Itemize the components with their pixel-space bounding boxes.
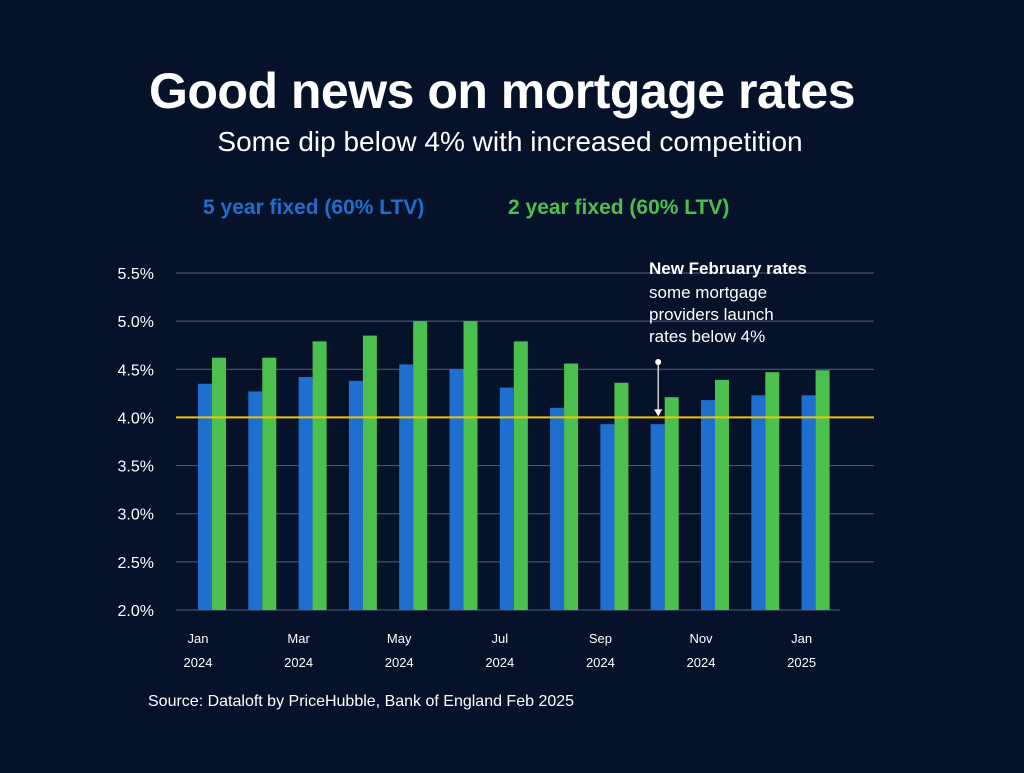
- bar-2-year-fixed: [513, 341, 528, 610]
- bar-5-year-fixed: [399, 364, 414, 610]
- y-tick-label: 2.5%: [118, 555, 154, 572]
- bar-5-year-fixed: [751, 395, 766, 610]
- bar-5-year-fixed: [499, 387, 514, 610]
- y-tick-label: 5.0%: [118, 314, 154, 331]
- bar-5-year-fixed: [550, 407, 565, 610]
- bar-5-year-fixed: [198, 383, 212, 610]
- bar-2-year-fixed: [312, 341, 327, 610]
- legend-entry-2-year-fixed: 2 year fixed (60% LTV): [508, 196, 730, 219]
- y-tick-label: 4.5%: [118, 362, 154, 379]
- x-tick-label-month: Sep: [589, 631, 612, 646]
- x-tick-label-month: Nov: [689, 631, 713, 646]
- bar-2-year-fixed: [664, 397, 679, 610]
- y-tick-label: 3.0%: [118, 507, 154, 524]
- bar-5-year-fixed: [600, 424, 615, 610]
- bar-2-year-fixed: [212, 357, 226, 610]
- bar-2-year-fixed: [564, 363, 579, 610]
- y-tick-label: 2.0%: [118, 603, 154, 620]
- x-tick-label-year: 2025: [787, 655, 816, 670]
- x-tick-label-year: 2024: [284, 655, 313, 670]
- bar-2-year-fixed: [413, 321, 428, 610]
- x-tick-label-year: 2024: [687, 655, 716, 670]
- annotation-line: rates below 4%: [649, 327, 765, 346]
- bar-5-year-fixed: [298, 376, 313, 610]
- x-tick-label-year: 2024: [586, 655, 615, 670]
- annotation-arrowhead: [654, 409, 663, 417]
- annotation-line: providers launch: [649, 305, 774, 324]
- x-tick-label-month: Jan: [791, 631, 812, 646]
- x-tick-label-year: 2024: [184, 655, 213, 670]
- y-tick-label: 3.5%: [118, 459, 154, 476]
- bar-5-year-fixed: [348, 380, 363, 610]
- x-tick-label-month: May: [387, 631, 412, 646]
- bar-5-year-fixed: [701, 400, 715, 610]
- annotation-line: some mortgage: [649, 283, 767, 302]
- bar-5-year-fixed: [449, 369, 464, 610]
- chart-subtitle: Some dip below 4% with increased competi…: [217, 126, 803, 157]
- annotation-title: New February rates: [649, 259, 807, 278]
- y-tick-label: 4.0%: [118, 410, 154, 427]
- legend-entry-5-year-fixed: 5 year fixed (60% LTV): [203, 196, 425, 219]
- bar-2-year-fixed: [715, 379, 729, 610]
- bar-2-year-fixed: [463, 321, 478, 610]
- bar-2-year-fixed: [262, 357, 277, 610]
- chart-title: Good news on mortgage rates: [148, 63, 856, 119]
- bar-2-year-fixed: [614, 382, 629, 610]
- bar-5-year-fixed: [248, 391, 263, 610]
- x-tick-label-month: Jul: [491, 631, 508, 646]
- bar-5-year-fixed: [801, 395, 816, 610]
- source-note: Source: Dataloft by PriceHubble, Bank of…: [148, 693, 575, 710]
- x-tick-label-year: 2024: [485, 655, 514, 670]
- x-tick-label-month: Mar: [287, 631, 310, 646]
- bar-2-year-fixed: [765, 372, 780, 610]
- x-tick-label-month: Jan: [188, 631, 209, 646]
- bar-2-year-fixed: [362, 335, 377, 610]
- x-tick-label-year: 2024: [385, 655, 414, 670]
- y-tick-label: 5.5%: [118, 266, 154, 283]
- bar-5-year-fixed: [650, 424, 665, 610]
- bar-2-year-fixed: [815, 370, 830, 610]
